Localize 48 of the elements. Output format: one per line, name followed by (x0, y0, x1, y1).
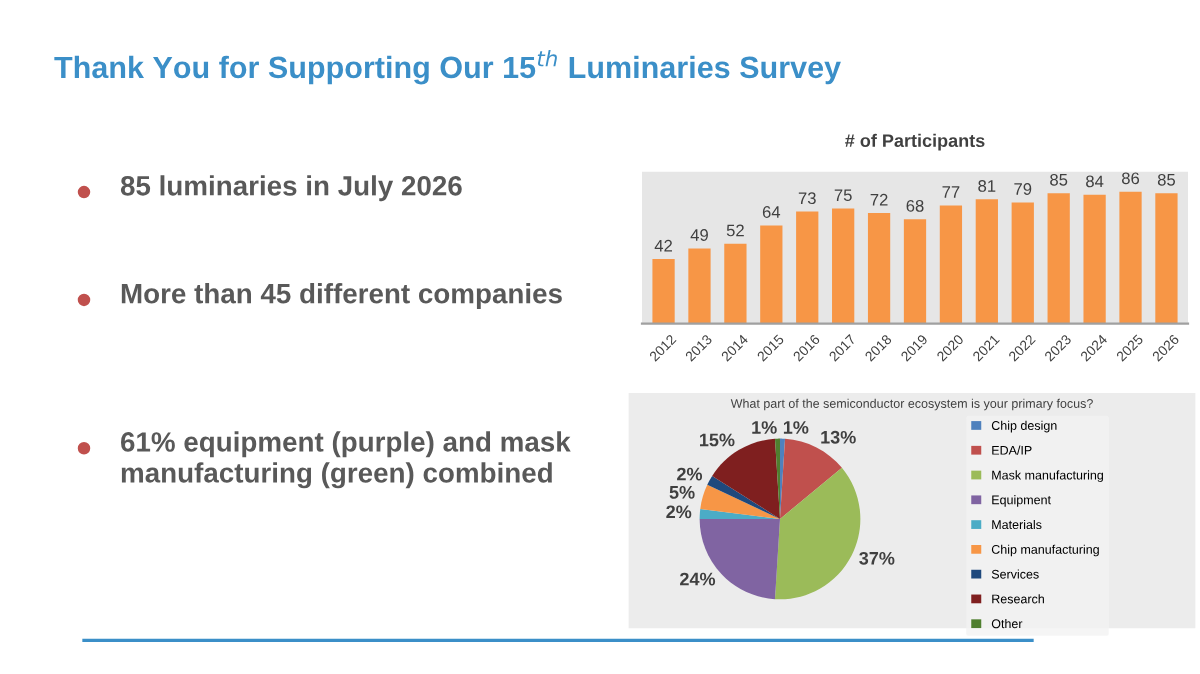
text: 85 luminaries in July 2026 (120, 175, 462, 202)
data-label: 75 (834, 189, 852, 202)
bar (652, 259, 675, 324)
bar (903, 219, 927, 324)
data-label: 73 (798, 192, 816, 205)
bar (1047, 193, 1070, 324)
bar (724, 243, 747, 324)
pie-slice (699, 508, 780, 519)
data-label: 49 (690, 229, 708, 241)
data-label: 1% (783, 421, 809, 434)
data-label: 85 (1050, 173, 1068, 186)
data-label: 68 (906, 199, 924, 212)
data-label: 2% (666, 505, 692, 519)
data-label: 85 (1157, 173, 1176, 186)
pie-slice (774, 467, 861, 600)
bar (1011, 202, 1034, 324)
pie-slice (707, 475, 780, 519)
chart-title: # of Participants (845, 133, 985, 151)
text: More than 45 different companies (121, 283, 562, 309)
bar (1119, 191, 1142, 324)
pie-slice (700, 484, 780, 519)
bar (760, 225, 783, 324)
data-label: 52 (726, 224, 744, 237)
bar (796, 211, 819, 324)
data-label: 42 (654, 239, 672, 252)
data-label: 13% (821, 430, 856, 444)
bar (939, 205, 963, 324)
data-label: 77 (942, 186, 960, 198)
data-label: 15% (700, 433, 735, 447)
bar (867, 213, 891, 324)
text: 61% equipment (purple) and mask manufacturing (green) combined (121, 431, 571, 489)
data-label: 72 (870, 193, 888, 206)
data-label: 84 (1086, 175, 1104, 188)
data-label: 5% (669, 485, 695, 499)
data-label: 86 (1121, 172, 1140, 185)
data-label: 2% (677, 467, 703, 481)
data-label: 81 (978, 180, 996, 192)
data-label: 37% (859, 551, 895, 565)
bar (975, 199, 998, 324)
data-label: 79 (1014, 183, 1032, 195)
data-label: 1% (752, 421, 777, 434)
data-label: 24% (680, 572, 716, 586)
bar (832, 208, 855, 324)
text: Thank You for Supporting Our 15$^{th}$ Luminaries Survey (54, 49, 841, 85)
data-label: 64 (762, 206, 781, 218)
bar (1155, 193, 1178, 324)
bar (1083, 194, 1106, 324)
bar (688, 248, 711, 324)
